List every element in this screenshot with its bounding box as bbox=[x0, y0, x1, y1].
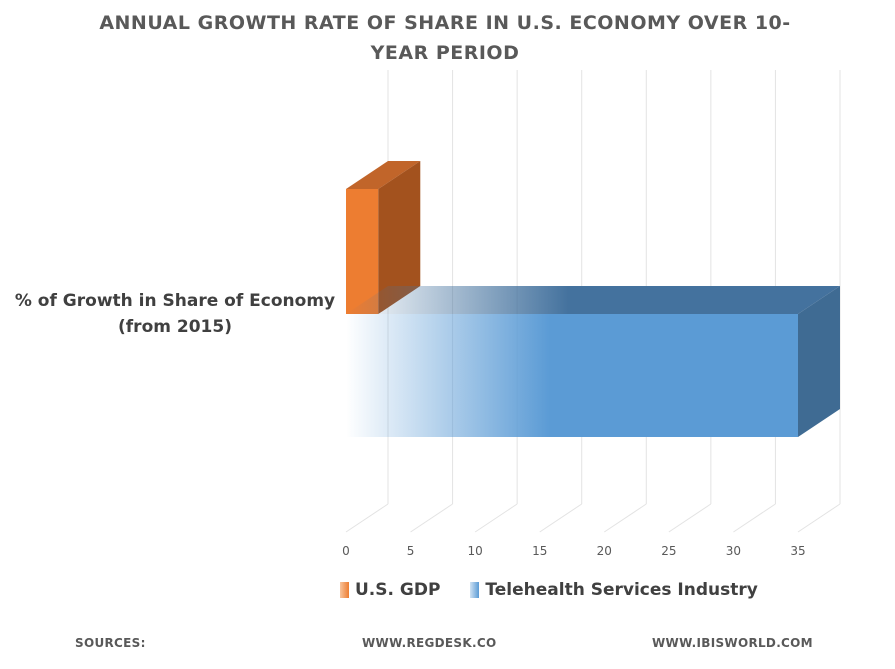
category-label: % of Growth in Share of Economy (from 20… bbox=[14, 291, 336, 337]
footer-sources-label: SOURCES: bbox=[75, 636, 146, 650]
legend-label-telehealth: Telehealth Services Industry bbox=[485, 580, 758, 600]
footer-source-ibisworld: WWW.IBISWORLD.COM bbox=[652, 636, 813, 650]
bar-telehealth-front bbox=[346, 314, 798, 437]
x-tick-label: 35 bbox=[790, 544, 805, 558]
gridline-floor bbox=[345, 503, 389, 533]
gridline-floor bbox=[797, 503, 841, 533]
x-tick-label: 10 bbox=[468, 544, 483, 558]
legend: U.S. GDP Telehealth Services Industry bbox=[340, 578, 788, 602]
chart-title: ANNUAL GROWTH RATE OF SHARE IN U.S. ECON… bbox=[99, 12, 791, 64]
legend-swatch-us-gdp bbox=[340, 582, 349, 598]
bar-telehealth-side bbox=[798, 286, 840, 437]
x-tick-label: 15 bbox=[532, 544, 547, 558]
gridline-floor bbox=[539, 503, 582, 533]
x-tick-label: 20 bbox=[597, 544, 612, 558]
legend-swatch-telehealth bbox=[470, 582, 480, 598]
gridline-floor bbox=[668, 503, 712, 533]
legend-item-telehealth: Telehealth Services Industry bbox=[470, 580, 758, 600]
bar-telehealth-top bbox=[346, 286, 840, 314]
x-tick-label: 25 bbox=[661, 544, 676, 558]
gridline-floor bbox=[604, 503, 647, 533]
bar-telehealth bbox=[346, 286, 840, 437]
x-tick-label: 30 bbox=[726, 544, 741, 558]
bar-us-gdp-front bbox=[346, 189, 379, 314]
bar-us-gdp bbox=[346, 161, 421, 314]
gridline-floor bbox=[410, 503, 453, 533]
bar-us-gdp-top bbox=[346, 161, 421, 189]
bar-us-gdp-side bbox=[378, 161, 421, 314]
legend-label-us-gdp: U.S. GDP bbox=[355, 580, 441, 600]
x-tick-label: 0 bbox=[342, 544, 350, 558]
legend-item-us-gdp: U.S. GDP bbox=[340, 580, 440, 600]
gridline-floor bbox=[474, 503, 518, 533]
footer-source-regdesk: WWW.REGDESK.CO bbox=[362, 636, 497, 650]
gridline-floor bbox=[733, 503, 776, 533]
x-tick-label: 5 bbox=[407, 544, 415, 558]
